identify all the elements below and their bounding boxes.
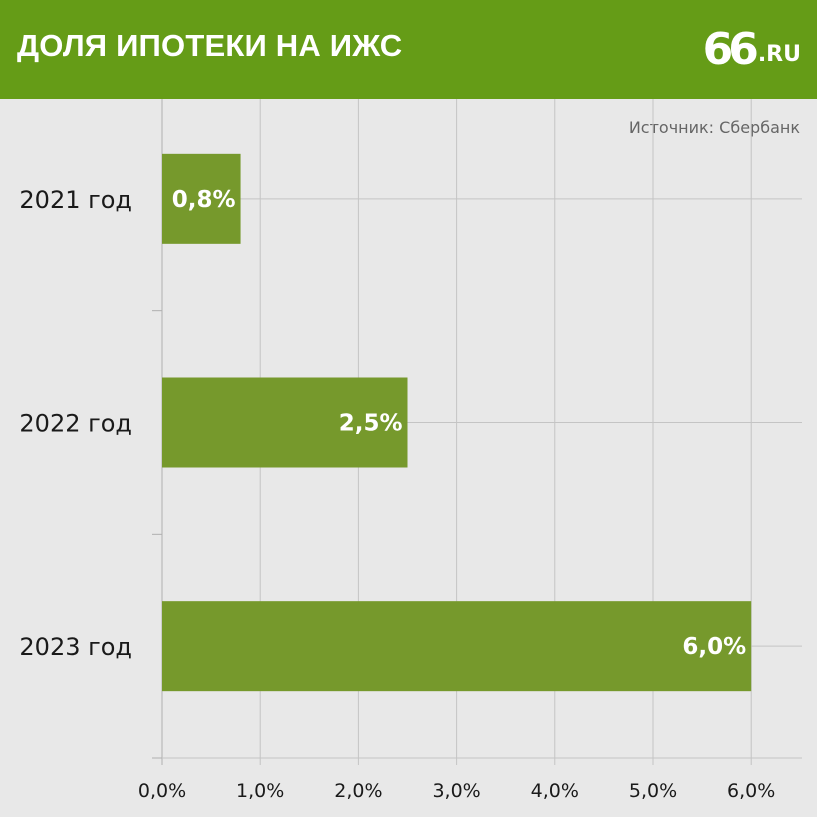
category-labels: 2021 год 2022 год 2023 год (19, 186, 132, 661)
value-label-2: 6,0% (682, 634, 746, 660)
x-tick-label-3: 3,0% (432, 780, 480, 802)
category-label-0: 2021 год (19, 186, 132, 214)
bar-2 (162, 601, 752, 692)
category-label-1: 2022 год (19, 410, 132, 438)
value-label-1: 2,5% (339, 411, 403, 437)
bar-1 (162, 377, 408, 468)
chart-title: ДОЛЯ ИПОТЕКИ НА ИЖС (17, 28, 403, 63)
x-tick-label-4: 4,0% (531, 780, 579, 802)
x-tick-label-6: 6,0% (727, 780, 775, 802)
x-tick-label-0: 0,0% (138, 780, 186, 802)
source-note: Источник: Сбербанк (628, 118, 800, 137)
category-label-2: 2023 год (19, 633, 132, 661)
logo-suffix: .RU (757, 42, 801, 67)
x-tick-labels: 0,0% 1,0% 2,0% 3,0% 4,0% 5,0% 6,0% (138, 780, 775, 802)
x-tick-label-1: 1,0% (236, 780, 284, 802)
bars: 0,8% 2,5% 6,0% (162, 153, 752, 692)
chart-header: ДОЛЯ ИПОТЕКИ НА ИЖС 66 .RU (0, 0, 817, 99)
site-logo: 66 .RU (703, 24, 801, 72)
x-tick-label-5: 5,0% (629, 780, 677, 802)
value-label-0: 0,8% (172, 187, 236, 213)
bar-0 (162, 153, 241, 244)
x-tick-label-2: 2,0% (334, 780, 382, 802)
logo-number: 66 (702, 24, 759, 75)
